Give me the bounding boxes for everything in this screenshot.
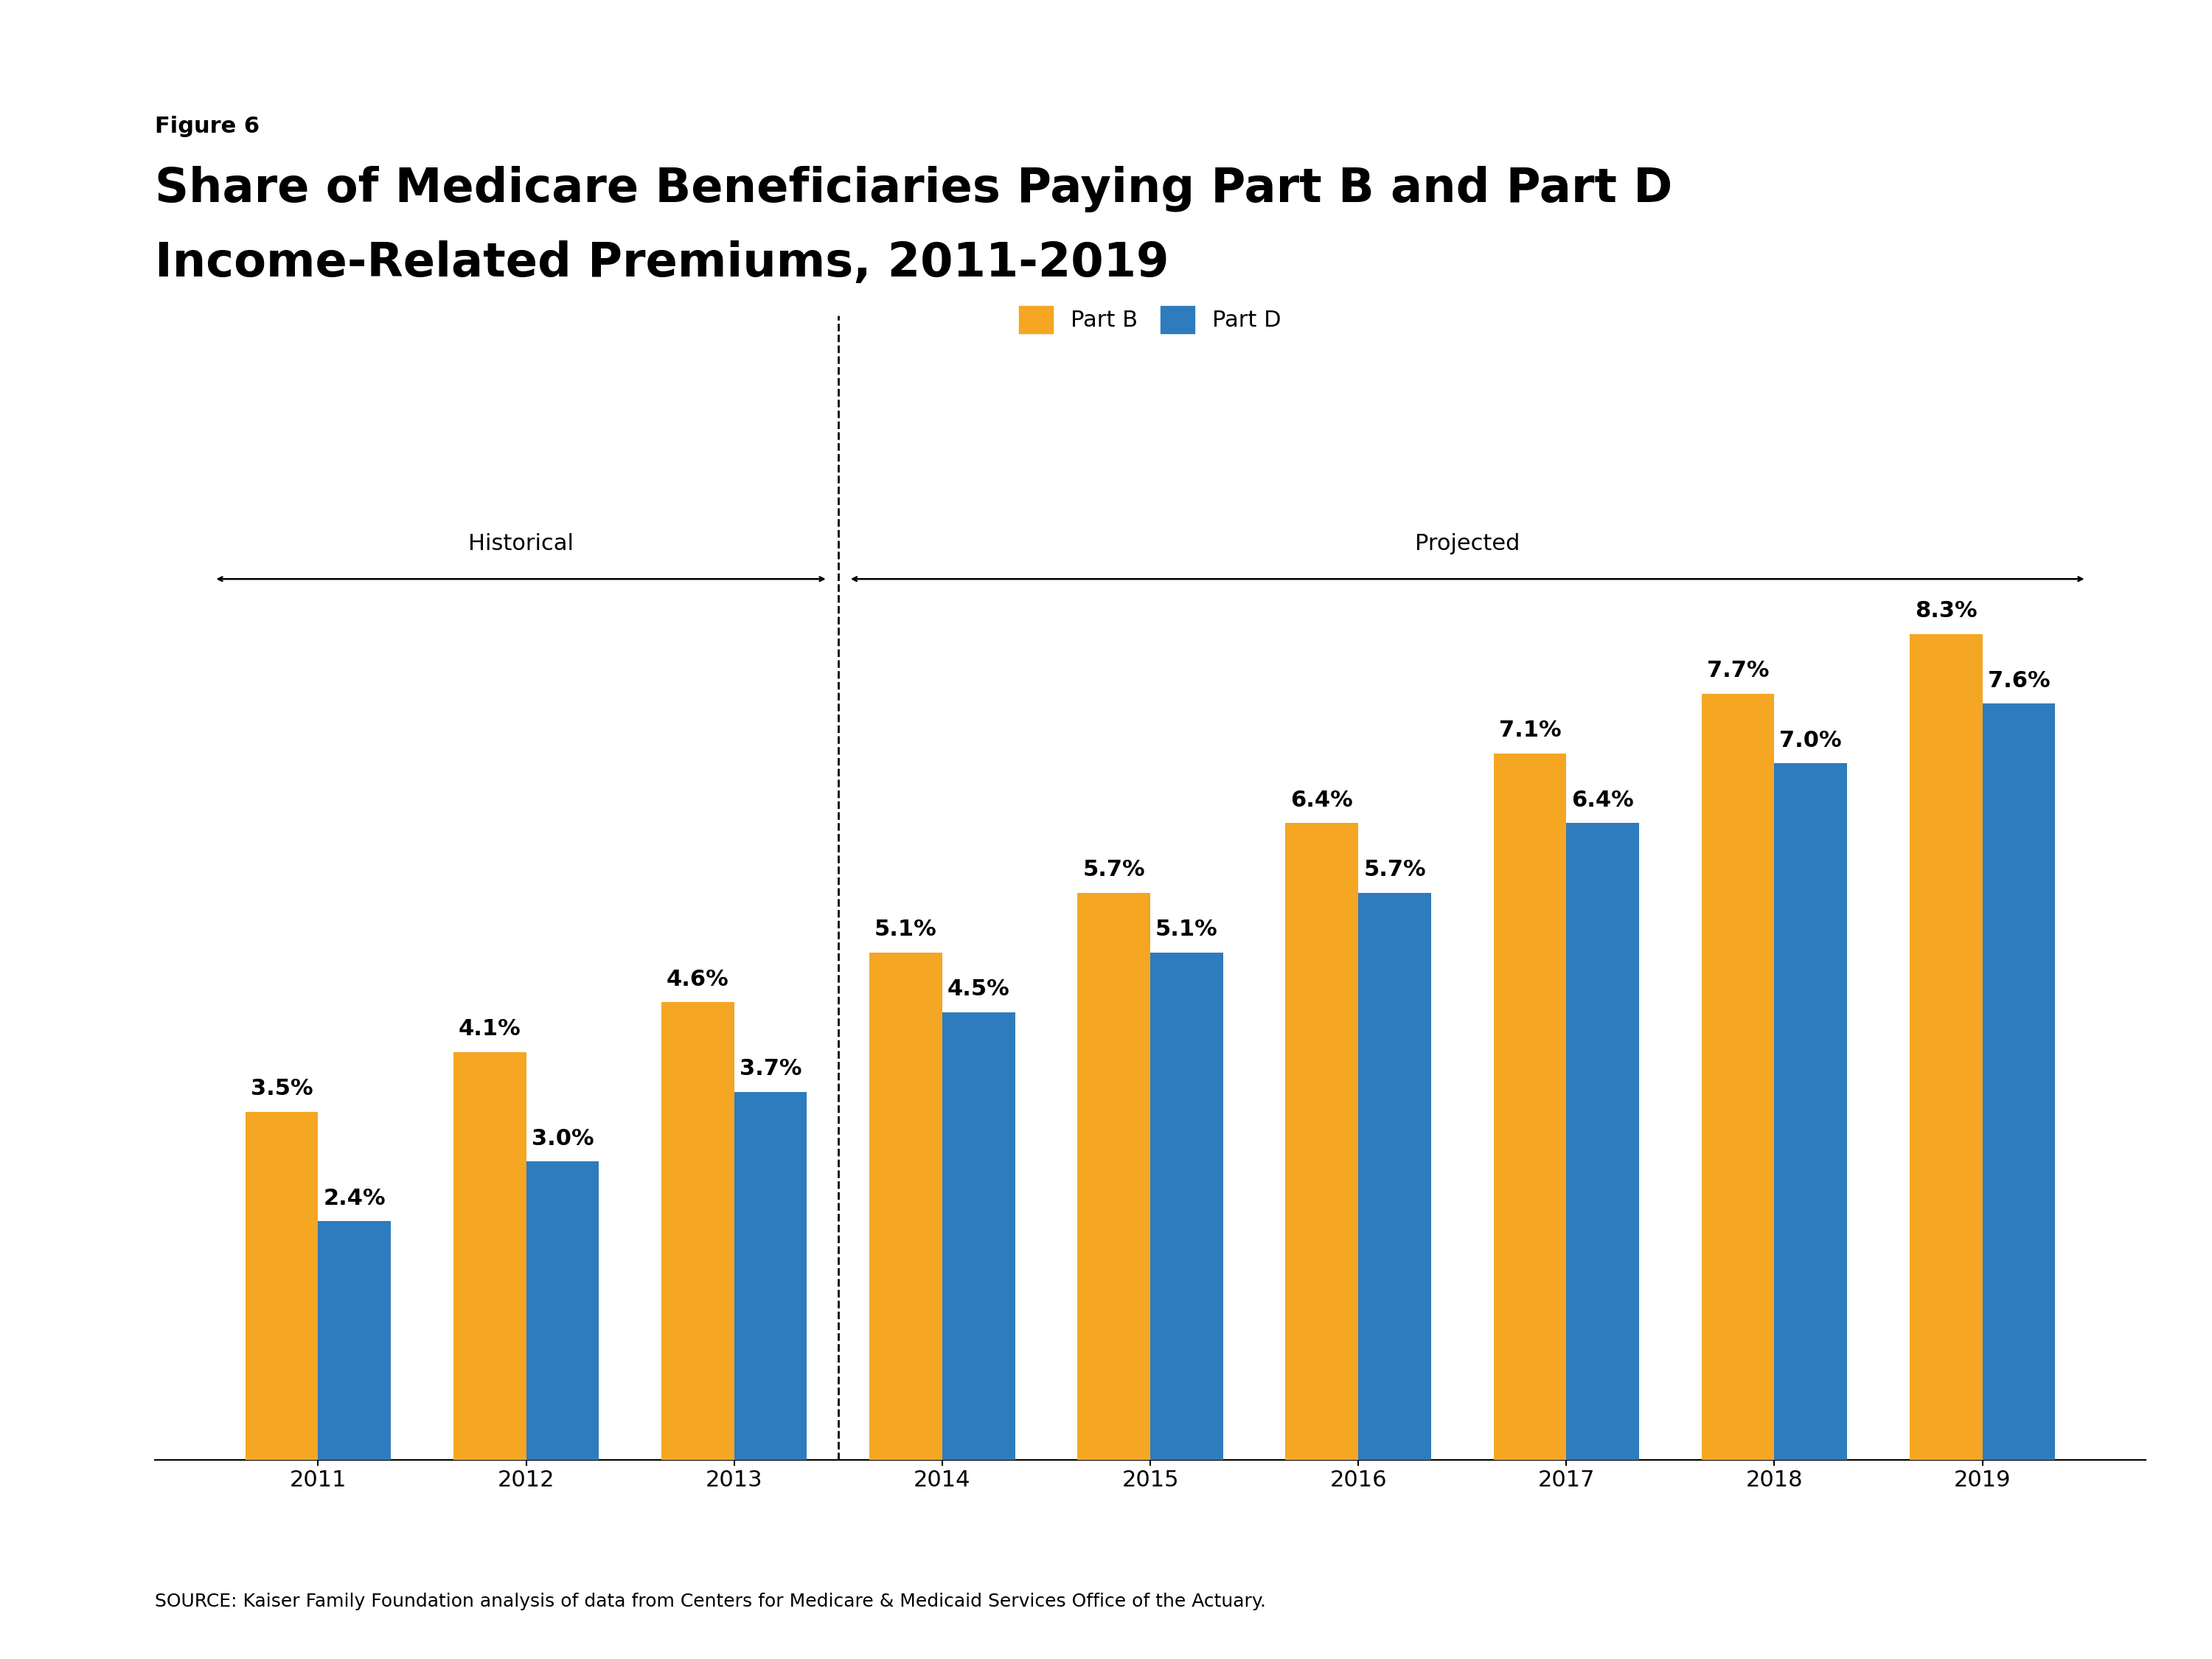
- Text: Share of Medicare Beneficiaries Paying Part B and Part D: Share of Medicare Beneficiaries Paying P…: [155, 166, 1672, 212]
- Text: 5.1%: 5.1%: [874, 919, 938, 941]
- Bar: [453, 1052, 526, 1460]
- Bar: [1909, 634, 1982, 1460]
- Bar: [1150, 952, 1223, 1460]
- Text: 8.3%: 8.3%: [1916, 601, 1978, 622]
- Text: 3.7%: 3.7%: [739, 1058, 801, 1080]
- Bar: [1774, 763, 1847, 1460]
- Text: 2.4%: 2.4%: [323, 1188, 385, 1209]
- Text: FAMILY: FAMILY: [1986, 1571, 2028, 1581]
- Bar: [1566, 823, 1639, 1460]
- Text: 7.6%: 7.6%: [1989, 670, 2051, 692]
- Bar: [1358, 893, 1431, 1460]
- Bar: [869, 952, 942, 1460]
- Bar: [661, 1002, 734, 1460]
- Text: 6.4%: 6.4%: [1290, 790, 1354, 811]
- Text: 4.5%: 4.5%: [947, 979, 1011, 1000]
- Bar: [942, 1012, 1015, 1460]
- Bar: [246, 1112, 319, 1460]
- Bar: [526, 1161, 599, 1460]
- Text: 3.5%: 3.5%: [250, 1078, 312, 1100]
- Text: SOURCE: Kaiser Family Foundation analysis of data from Centers for Medicare & Me: SOURCE: Kaiser Family Foundation analysi…: [155, 1593, 1265, 1611]
- Bar: [1701, 693, 1774, 1460]
- Text: THE HENRY J.: THE HENRY J.: [1973, 1491, 2042, 1501]
- Bar: [1493, 753, 1566, 1460]
- Bar: [734, 1092, 807, 1460]
- Bar: [1982, 703, 2055, 1460]
- Text: Income-Related Premiums, 2011-2019: Income-Related Premiums, 2011-2019: [155, 241, 1168, 287]
- Bar: [319, 1221, 392, 1460]
- Text: Figure 6: Figure 6: [155, 116, 259, 138]
- Text: FOUNDATION: FOUNDATION: [1973, 1616, 2042, 1626]
- Text: KAISER: KAISER: [1978, 1528, 2037, 1541]
- Text: 4.1%: 4.1%: [458, 1019, 522, 1040]
- Bar: [1077, 893, 1150, 1460]
- Text: 5.1%: 5.1%: [1155, 919, 1219, 941]
- Text: Historical: Historical: [469, 533, 573, 554]
- Text: Projected: Projected: [1416, 533, 1520, 554]
- Text: 3.0%: 3.0%: [531, 1128, 593, 1150]
- Text: 4.6%: 4.6%: [666, 969, 730, 990]
- Text: 5.7%: 5.7%: [1363, 859, 1427, 881]
- Text: 6.4%: 6.4%: [1571, 790, 1635, 811]
- Text: 7.0%: 7.0%: [1778, 730, 1843, 752]
- Text: 7.1%: 7.1%: [1500, 720, 1562, 742]
- Text: 7.7%: 7.7%: [1708, 660, 1770, 682]
- Bar: [1285, 823, 1358, 1460]
- Legend: Part B, Part D: Part B, Part D: [1011, 297, 1290, 342]
- Text: 5.7%: 5.7%: [1082, 859, 1146, 881]
